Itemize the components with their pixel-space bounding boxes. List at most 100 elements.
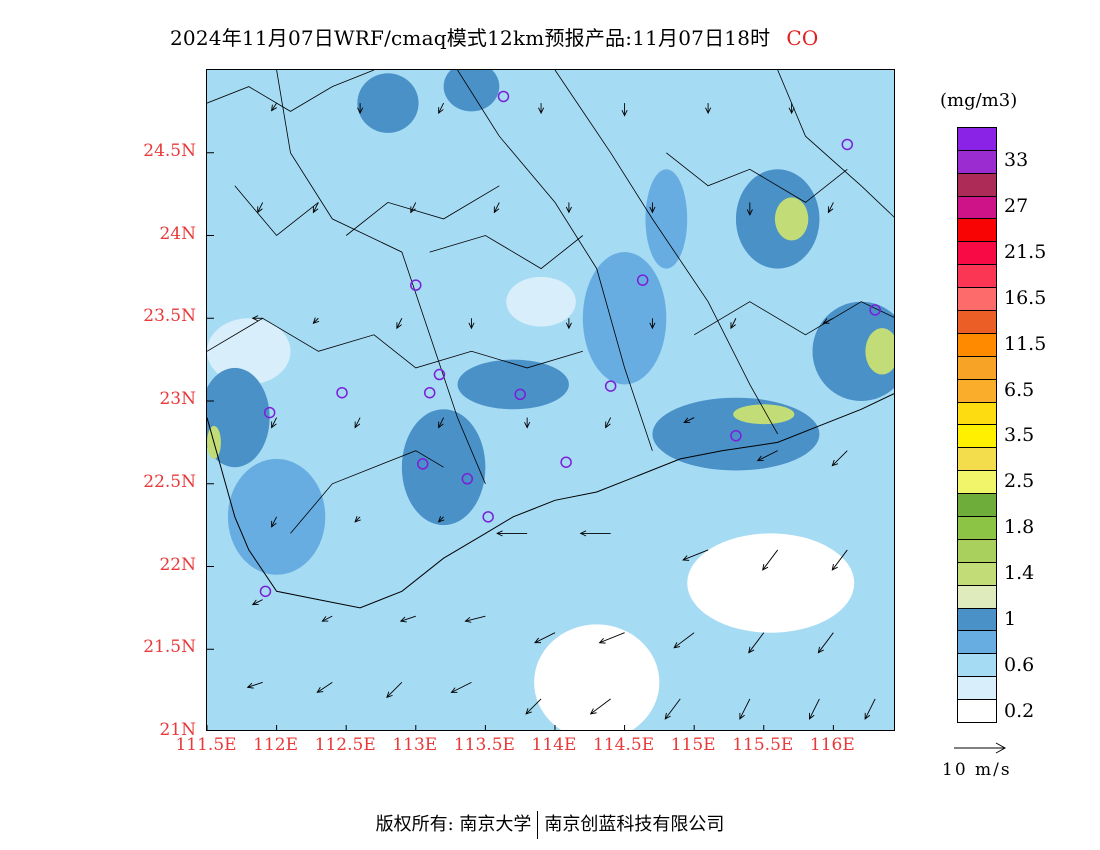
- wind-vector: [788, 103, 795, 115]
- y-tick-label: 24N: [159, 223, 196, 244]
- colorbar-swatch: [958, 264, 996, 288]
- wind-vector: [831, 450, 848, 467]
- site-marker: [410, 279, 422, 291]
- wind-vector: [565, 318, 572, 330]
- colorbar-label: 1.4: [1004, 562, 1035, 584]
- colorbar-label: 1: [1004, 607, 1017, 630]
- wind-vector: [468, 318, 475, 330]
- wind-vector: [271, 102, 277, 112]
- x-tick-label: 114E: [531, 735, 577, 755]
- wind-vector: [598, 632, 625, 644]
- coastline: [207, 393, 894, 609]
- site-marker: [514, 388, 526, 401]
- wind-vector: [271, 417, 277, 429]
- wind-vector: [312, 317, 320, 324]
- copyright-owner-2: 南京创蓝科技有限公司: [544, 814, 725, 835]
- wind-vector: [438, 417, 445, 429]
- wind-vector: [257, 202, 264, 214]
- concentration-patch: [401, 409, 486, 526]
- colorbar-swatch: [958, 218, 996, 242]
- x-tick-label: 116E: [809, 735, 855, 755]
- wind-vector: [589, 698, 611, 715]
- copyright-prefix: 版权所有:: [375, 814, 454, 835]
- colorbar-swatch: [958, 515, 996, 539]
- wind-vector: [739, 698, 751, 720]
- site-marker: [423, 386, 436, 399]
- colorbar-swatch: [958, 195, 996, 219]
- wind-vector: [438, 102, 445, 115]
- admin-boundary: [207, 70, 375, 112]
- wind-vector: [748, 632, 765, 654]
- wind-vector: [831, 549, 848, 571]
- copyright-footer: 版权所有: 南京大学 南京创蓝科技有限公司: [0, 810, 1100, 839]
- colorbar-swatch: [958, 493, 996, 516]
- concentration-patch: [645, 169, 688, 269]
- wind-vector: [271, 516, 277, 528]
- wind-vector: [357, 103, 364, 115]
- wind-vector: [649, 202, 656, 214]
- title-species: CO: [786, 26, 819, 50]
- wind-vector: [354, 417, 361, 429]
- concentration-patch: [457, 359, 569, 410]
- wind-vector: [808, 698, 820, 720]
- site-marker: [841, 138, 854, 151]
- wind-vector: [525, 698, 542, 715]
- colorbar-swatch: [958, 424, 996, 448]
- site-marker: [416, 458, 429, 470]
- colorbar-swatch: [958, 607, 996, 631]
- wind-vector: [621, 103, 628, 117]
- colorbar-swatch: [958, 378, 996, 402]
- colorbar-label: 0.6: [1004, 653, 1035, 676]
- wind-vector: [664, 698, 681, 720]
- concentration-patch: [582, 252, 667, 385]
- wind-vector: [316, 681, 333, 693]
- wind-vector: [682, 549, 709, 561]
- concentration-patch: [812, 301, 894, 401]
- wind-vector: [251, 315, 263, 322]
- map-plot-area: [206, 69, 895, 731]
- wind-vector: [827, 202, 834, 214]
- colorbar-swatch: [958, 447, 996, 471]
- site-marker: [497, 90, 510, 103]
- concentration-patch: [207, 367, 270, 468]
- wind-vector: [251, 599, 263, 606]
- colorbar-label: 21.5: [1004, 241, 1047, 264]
- x-tick-label: 115E: [670, 735, 716, 755]
- wind-vector: [496, 530, 528, 537]
- x-tick-label: 112E: [253, 735, 299, 755]
- wind-vector: [493, 202, 500, 214]
- y-tick-label: 23N: [159, 389, 196, 409]
- y-tick-label: 22.5N: [143, 471, 196, 492]
- colorbar-swatch: [958, 355, 996, 379]
- colorbar-label: 1.8: [1004, 516, 1035, 539]
- map-svg: [207, 70, 894, 730]
- reference-vector-arrow: [954, 742, 1007, 754]
- colorbar-swatch: [958, 287, 996, 310]
- wind-vector: [673, 632, 695, 649]
- wind-vector: [464, 615, 486, 623]
- wind-vector: [649, 318, 656, 330]
- wind-vector: [746, 202, 753, 216]
- wind-vector: [386, 682, 403, 699]
- site-marker: [869, 304, 881, 316]
- admin-boundary: [276, 70, 486, 484]
- wind-vector: [538, 103, 545, 115]
- colorbar-swatch: [958, 401, 996, 425]
- colorbar-label: 27: [1004, 195, 1029, 218]
- admin-boundary: [234, 185, 319, 237]
- wind-vector: [730, 318, 737, 330]
- colorbar-swatch: [958, 584, 996, 608]
- wind-vector: [437, 516, 445, 523]
- wind-vector: [312, 202, 319, 214]
- x-tick-label: 111.5E: [175, 735, 237, 755]
- colorbar-swatch: [958, 561, 996, 585]
- admin-boundary: [207, 317, 583, 369]
- concentration-patch: [357, 73, 419, 133]
- x-tick-label: 115.5E: [732, 735, 794, 755]
- wind-vector: [822, 317, 834, 324]
- site-marker: [560, 456, 572, 468]
- x-tick-label: 113.5E: [453, 735, 515, 755]
- concentration-patch: [774, 197, 809, 241]
- wind-vector: [565, 202, 572, 214]
- colorbar-swatch: [958, 332, 996, 356]
